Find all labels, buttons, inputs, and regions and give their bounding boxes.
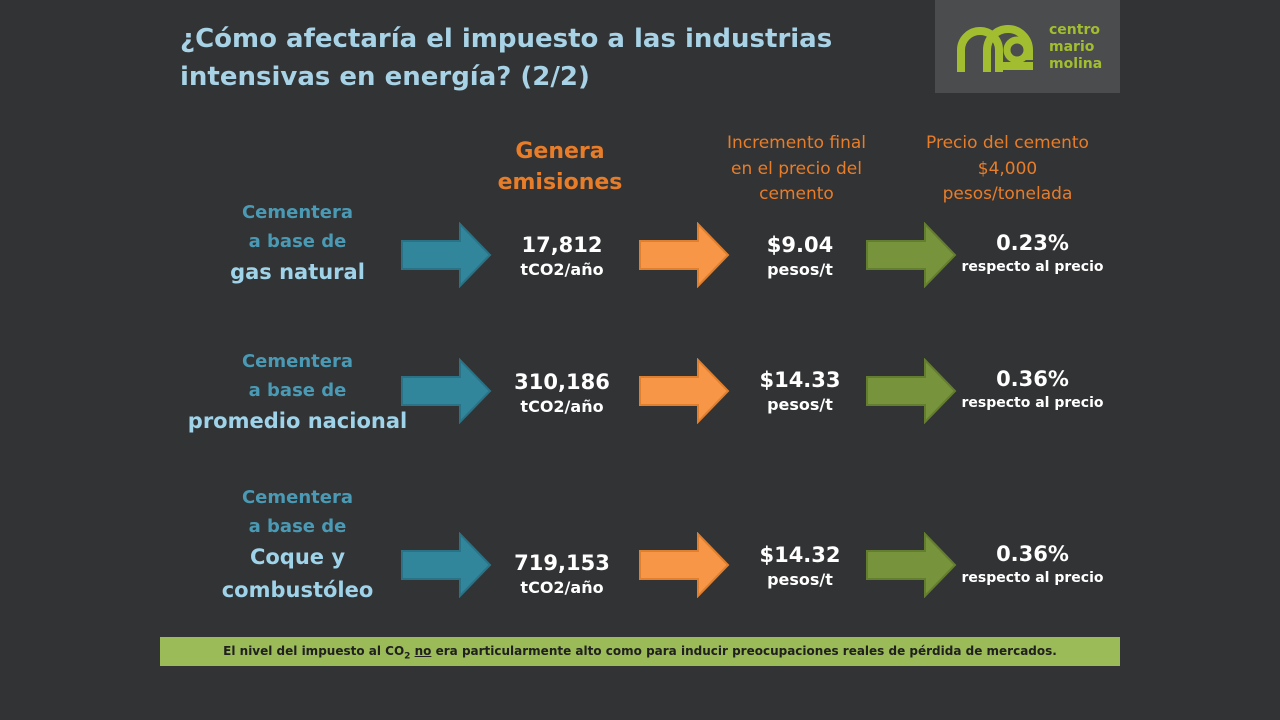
row-1-percent-value: 0.23% (996, 231, 1069, 255)
header-emissions-line-2: emisiones (497, 170, 623, 195)
header-price-line-1: Precio del cemento (926, 133, 1089, 153)
row-2-emissions-unit: tCO2/año (520, 397, 604, 416)
row-2-emissions: 310,186 tCO2/año (487, 368, 637, 418)
row-2-percent: 0.36% respecto al precio (945, 365, 1120, 413)
header-emissions-line-1: Genera (515, 139, 605, 164)
row-1-percent: 0.23% respecto al precio (945, 229, 1120, 277)
footer-text-1: El nivel del impuesto al CO (223, 644, 405, 658)
title-line-2: intensivas en energía? (2/2) (180, 62, 590, 92)
row-3-emissions-value: 719,153 (514, 551, 610, 575)
row-3-increase: $14.32 pesos/t (730, 541, 870, 591)
arrow-blue-icon (401, 358, 492, 424)
row-2-percent-note: respecto al precio (961, 395, 1104, 411)
row-3-percent-value: 0.36% (996, 542, 1069, 566)
row-2-emissions-value: 310,186 (514, 370, 610, 394)
row-1-increase-value: $9.04 (766, 233, 834, 257)
row-1-percent-note: respecto al precio (961, 259, 1104, 275)
logo-word-1: centro (1049, 22, 1100, 38)
header-emissions: Genera emisiones (480, 136, 640, 198)
row-3-percent-note: respecto al precio (961, 570, 1104, 586)
arrow-orange-icon (639, 358, 730, 424)
row-2-label-line-2: a base de (248, 380, 347, 401)
row-label-gas-natural: Cementera a base de gas natural (200, 198, 395, 289)
row-1-emissions-value: 17,812 (521, 233, 603, 257)
row-3-label-line-4: combustóleo (221, 578, 374, 602)
header-price-line-3: pesos/tonelada (942, 184, 1073, 204)
row-3-increase-value: $14.32 (759, 543, 841, 567)
row-1-increase-unit: pesos/t (767, 260, 833, 279)
row-1-label-line-3: gas natural (230, 260, 365, 284)
row-3-label-line-2: a base de (248, 516, 347, 537)
row-2-label-line-3: promedio nacional (187, 409, 408, 433)
logo-text: centro mario molina (1049, 22, 1102, 73)
row-1-label-line-2: a base de (248, 231, 347, 252)
slide-title: ¿Cómo afectaría el impuesto a las indust… (180, 20, 920, 96)
header-increase-line-1: Incremento final (726, 133, 867, 153)
logo-word-3: molina (1049, 56, 1103, 72)
arrow-orange-icon (639, 222, 730, 288)
row-3-label-line-1: Cementera (241, 487, 354, 508)
row-3-emissions: 719,153 tCO2/año (487, 549, 637, 599)
title-line-1: ¿Cómo afectaría el impuesto a las indust… (180, 24, 833, 54)
header-price-increase: Incremento final en el precio del cement… (704, 131, 889, 208)
logo-word-2: mario (1049, 39, 1095, 55)
header-increase-line-3: cemento (759, 184, 834, 204)
row-1-emissions: 17,812 tCO2/año (487, 231, 637, 281)
footer-subscript: 2 (404, 651, 411, 662)
row-3-percent: 0.36% respecto al precio (945, 540, 1120, 588)
footer-text-2: era particularmente alto como para induc… (435, 644, 1057, 658)
row-2-increase: $14.33 pesos/t (730, 366, 870, 416)
arrow-blue-icon (401, 532, 492, 598)
row-3-label-line-3: Coque y (249, 545, 346, 569)
row-2-increase-unit: pesos/t (767, 395, 833, 414)
arrow-orange-icon (639, 532, 730, 598)
row-1-label-line-1: Cementera (241, 202, 354, 223)
logo-mark-icon (957, 25, 1033, 72)
arrow-green-icon (866, 222, 957, 288)
arrow-blue-icon (401, 222, 492, 288)
row-label-coque-combustoleo: Cementera a base de Coque y combustóleo (200, 483, 395, 607)
centro-mario-molina-logo: centro mario molina (935, 0, 1120, 93)
row-2-increase-value: $14.33 (759, 368, 841, 392)
arrow-green-icon (866, 532, 957, 598)
row-label-promedio-nacional: Cementera a base de promedio nacional (170, 347, 425, 438)
arrow-green-icon (866, 358, 957, 424)
row-2-percent-value: 0.36% (996, 367, 1069, 391)
row-3-emissions-unit: tCO2/año (520, 578, 604, 597)
row-2-label-line-1: Cementera (241, 351, 354, 372)
header-increase-line-2: en el precio del (731, 158, 862, 179)
header-cement-price: Precio del cemento $4,000 pesos/tonelada (900, 131, 1115, 208)
row-1-increase: $9.04 pesos/t (730, 231, 870, 281)
header-price-line-2: $4,000 (977, 158, 1038, 179)
footer-note: El nivel del impuesto al CO2 no era part… (160, 637, 1120, 666)
footer-underlined: no (414, 644, 432, 658)
row-1-emissions-unit: tCO2/año (520, 260, 604, 279)
row-3-increase-unit: pesos/t (767, 570, 833, 589)
